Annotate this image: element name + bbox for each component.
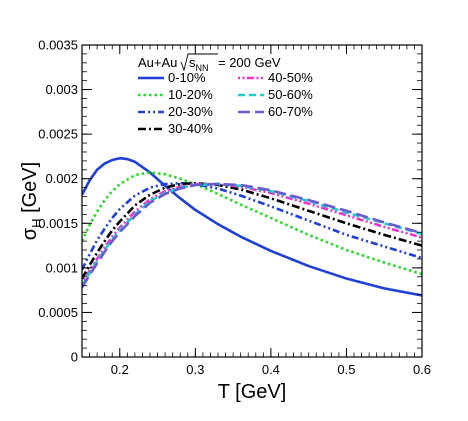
legend-label-20-30%: 20-30% — [168, 104, 213, 119]
y-tick-label: 0.0035 — [38, 38, 78, 53]
legend-sqrt-s: s — [189, 55, 196, 70]
plot-frame — [81, 44, 423, 358]
legend-sqrt-s-sub: NN — [196, 63, 209, 73]
x-tick-label: 0.2 — [111, 362, 129, 377]
series-line-10-20% — [82, 171, 422, 276]
svg-text:sNN: sNN — [189, 55, 209, 73]
legend-label-60-70%: 60-70% — [268, 104, 313, 119]
y-tick-label: 0.003 — [45, 82, 78, 97]
y-tick-label: 0.002 — [45, 171, 78, 186]
y-axis-symbol: σ — [19, 227, 41, 240]
legend-label-40-50%: 40-50% — [268, 70, 313, 85]
y-axis-title: σH [GeV] — [19, 162, 44, 240]
x-tick-label: 0.6 — [413, 362, 431, 377]
legend-label-50-60%: 50-60% — [268, 87, 313, 102]
y-tick-label: 0 — [71, 350, 78, 365]
x-tick-label: 0.5 — [337, 362, 355, 377]
y-tick-label: 0.0015 — [38, 216, 78, 231]
curves-group — [82, 156, 422, 297]
svg-text:σH [GeV]: σH [GeV] — [19, 162, 44, 240]
y-tick-label: 0.001 — [45, 260, 78, 275]
series-line-0-10% — [82, 156, 422, 297]
legend-label-30-40%: 30-40% — [168, 121, 213, 136]
y-axis-subscript: H — [29, 218, 44, 227]
legend-energy: = 200 GeV — [218, 55, 281, 70]
y-axis-unit: [GeV] — [19, 162, 41, 219]
x-tick-label: 0.4 — [262, 362, 280, 377]
legend-title: Au+Au sNN = 200 GeV — [138, 53, 281, 73]
legend: 0-10% 10-20% 20-30% 30-40% 40-50% 50-60% 60-70… — [138, 70, 313, 136]
legend-system: Au+Au — [138, 55, 177, 70]
series-line-30-40% — [82, 181, 422, 280]
x-axis-title: T [GeV] — [218, 381, 287, 403]
sqrt-sign — [180, 53, 218, 72]
legend-label-10-20%: 10-20% — [168, 87, 213, 102]
legend-label-0-10%: 0-10% — [168, 70, 206, 85]
series-line-60-70% — [82, 182, 422, 289]
svg-text:Au+Au: Au+Au — [138, 55, 177, 70]
y-tick-label: 0.0005 — [38, 305, 78, 320]
ticks-group — [81, 44, 423, 358]
y-tick-label: 0.0025 — [38, 127, 78, 142]
tick-labels-group: 0.2 0.3 0.4 0.5 0.6 0 0.0005 0.001 0.0015 0.002 0.… — [38, 38, 431, 378]
series-line-20-30% — [82, 181, 422, 271]
x-tick-label: 0.3 — [186, 362, 204, 377]
